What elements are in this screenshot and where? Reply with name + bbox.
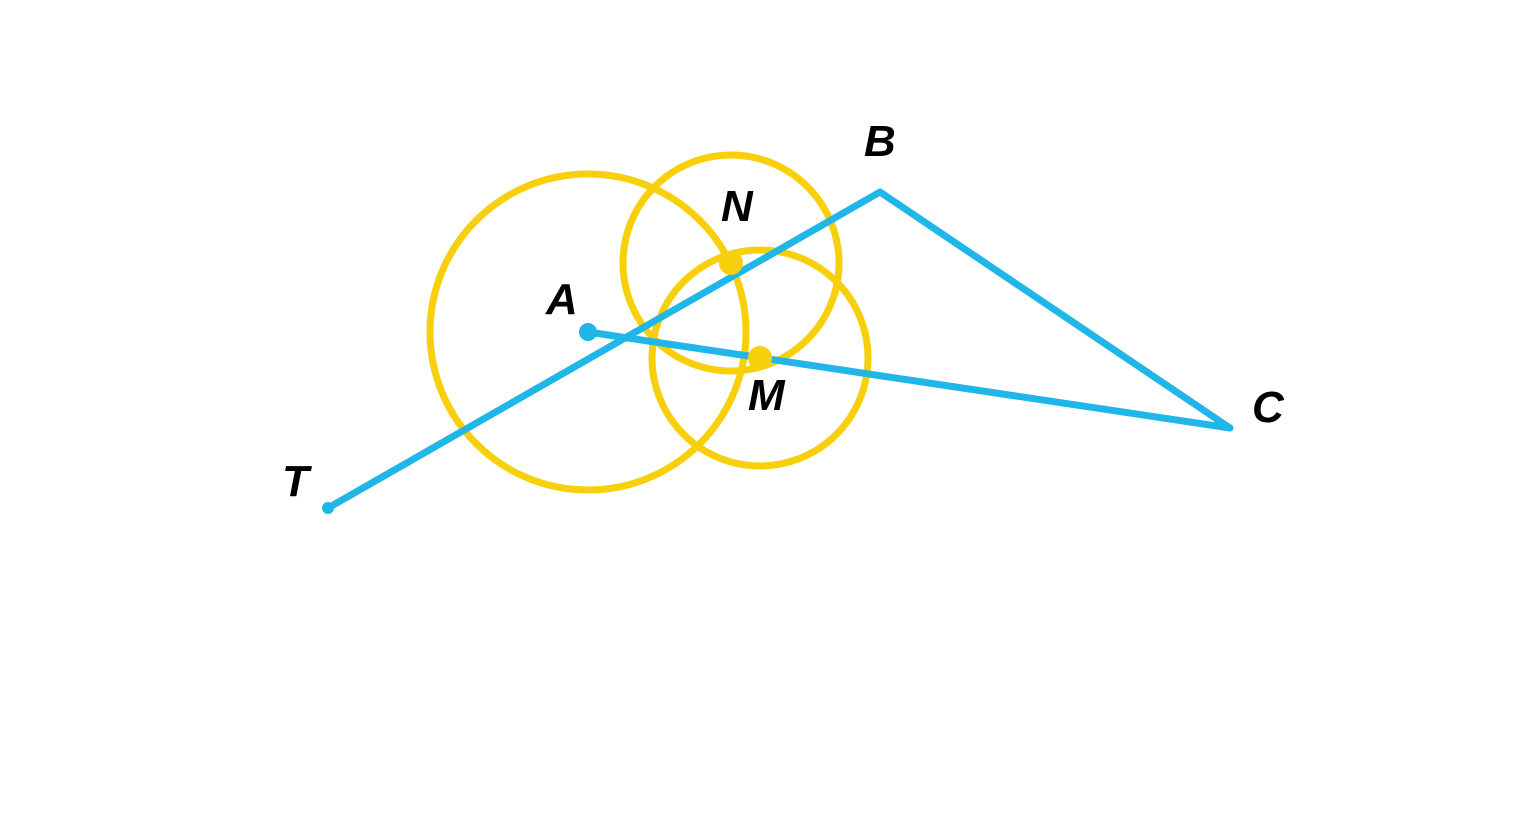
label-N: N	[721, 182, 754, 231]
label-C: C	[1252, 383, 1285, 432]
label-T: T	[282, 457, 312, 506]
seg-AC	[588, 332, 1230, 428]
point-N	[719, 251, 743, 275]
seg-BC	[880, 192, 1230, 428]
label-A: A	[545, 275, 578, 324]
point-T	[322, 502, 334, 514]
label-B: B	[864, 117, 896, 166]
point-A	[579, 323, 597, 341]
label-M: M	[748, 371, 786, 420]
geometry-diagram: T A N B M C	[0, 0, 1536, 819]
point-M	[748, 346, 772, 370]
